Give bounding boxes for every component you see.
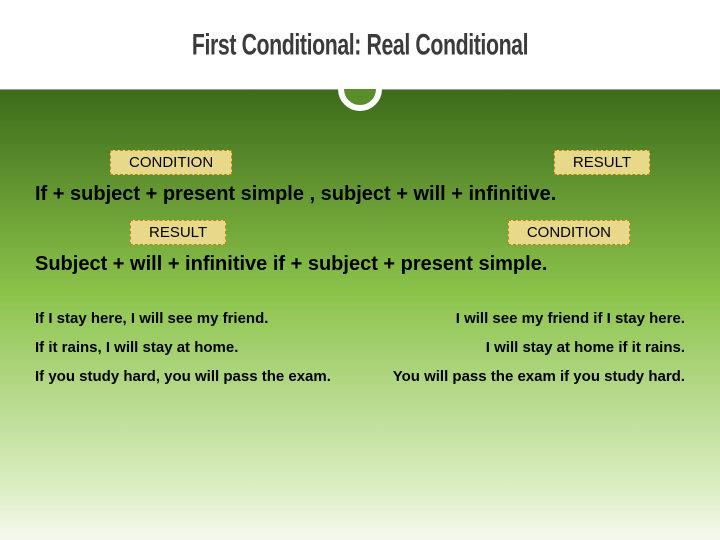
example-right: You will pass the exam if you study hard… <box>393 368 685 385</box>
slide: First Conditional: Real Conditional COND… <box>0 0 720 540</box>
label-row-1: CONDITION RESULT <box>20 150 700 175</box>
decorative-circle <box>338 67 382 111</box>
example-left: If it rains, I will stay at home. <box>35 339 238 356</box>
formula-2: Subject + will + infinitive if + subject… <box>20 247 700 282</box>
examples-block: If I stay here, I will see my friend. I … <box>20 310 700 385</box>
formula-1: If + subject + present simple , subject … <box>20 177 700 212</box>
example-row: If you study hard, you will pass the exa… <box>35 368 685 385</box>
result-label-2: RESULT <box>130 220 226 245</box>
header: First Conditional: Real Conditional <box>0 0 720 90</box>
condition-label: CONDITION <box>110 150 232 175</box>
example-right: I will stay at home if it rains. <box>486 339 685 356</box>
condition-label-2: CONDITION <box>508 220 630 245</box>
example-left: If you study hard, you will pass the exa… <box>35 368 331 385</box>
example-row: If I stay here, I will see my friend. I … <box>35 310 685 327</box>
example-row: If it rains, I will stay at home. I will… <box>35 339 685 356</box>
slide-title: First Conditional: Real Conditional <box>192 27 528 63</box>
example-left: If I stay here, I will see my friend. <box>35 310 268 327</box>
label-row-2: RESULT CONDITION <box>20 220 700 245</box>
result-label: RESULT <box>554 150 650 175</box>
content-area: CONDITION RESULT If + subject + present … <box>0 90 720 540</box>
example-right: I will see my friend if I stay here. <box>456 310 685 327</box>
